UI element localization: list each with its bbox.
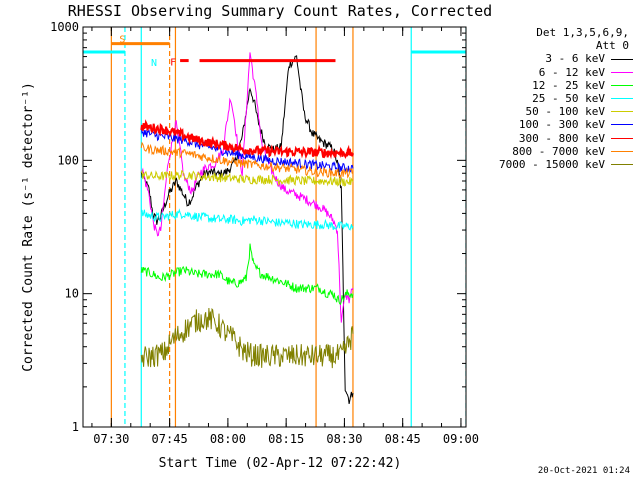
- interval-label: S: [119, 35, 125, 46]
- y-tick-label: 10: [65, 287, 79, 301]
- legend-swatch: [611, 111, 633, 113]
- legend-label: 6 - 12 keV: [538, 65, 605, 79]
- legend-swatch: [611, 84, 633, 86]
- legend-label: 3 - 6 keV: [545, 52, 605, 66]
- x-tick-label: 07:45: [152, 432, 188, 446]
- series-line-25-50-kev-kev: [140, 208, 354, 231]
- legend-label: 7000 - 15000 keV: [499, 157, 605, 171]
- x-tick-label: 08:15: [268, 432, 304, 446]
- x-tick-label: 08:45: [385, 432, 421, 446]
- series-line-50-100-kev-kev: [140, 169, 354, 187]
- legend-swatch: [611, 164, 633, 165]
- legend-label: 300 - 800 keV: [518, 131, 605, 145]
- legend-swatch: [611, 150, 633, 152]
- legend-entry: 50 - 100 keV: [481, 105, 633, 118]
- series-line-12-25-kev-kev: [140, 243, 354, 305]
- legend-entry: 7000 - 15000 keV: [481, 158, 633, 171]
- legend-swatch: [611, 137, 633, 139]
- legend-label: 100 - 300 keV: [518, 118, 605, 132]
- x-tick-label: 09:00: [443, 432, 479, 446]
- series-line-7000-15000-kev-kev: [140, 307, 354, 369]
- legend-label: 25 - 50 keV: [532, 91, 605, 105]
- y-tick-label: 1000: [50, 20, 79, 34]
- legend-label: 50 - 100 keV: [525, 105, 605, 119]
- series-line-6-12-kev-kev: [140, 52, 354, 323]
- legend-entry: 12 - 25 keV: [481, 79, 633, 92]
- interval-label: N: [151, 58, 157, 69]
- x-axis-label: Start Time (02-Apr-12 07:22:42): [159, 456, 402, 471]
- x-tick-label: 07:30: [93, 432, 129, 446]
- legend-entry: 3 - 6 keV: [481, 52, 633, 65]
- legend-swatch: [611, 71, 633, 73]
- legend-entry: 800 - 7000 keV: [481, 145, 633, 158]
- legend-entry: 300 - 800 keV: [481, 132, 633, 145]
- legend-entry: 6 - 12 keV: [481, 66, 633, 79]
- interval-label: F: [170, 58, 176, 69]
- legend-entry: 100 - 300 keV: [481, 118, 633, 131]
- chart-title: RHESSI Observing Summary Count Rates, Co…: [68, 2, 492, 20]
- x-tick-label: 08:00: [210, 432, 246, 446]
- plot-frame: [82, 26, 467, 428]
- series-line-300-800-kev-kev: [140, 119, 354, 160]
- legend-entry: 25 - 50 keV: [481, 92, 633, 105]
- series-line-800-7000-kev-kev: [140, 141, 353, 179]
- y-tick-label: 100: [57, 153, 79, 167]
- generation-timestamp: 20-Oct-2021 01:24: [537, 466, 630, 476]
- legend-label: 12 - 25 keV: [532, 78, 605, 92]
- legend: Det 1,3,5,6,9, Att 0 3 - 6 keV 6 - 12 keV 1…: [481, 26, 633, 171]
- series-line-100-300-kev-kev: [140, 127, 354, 173]
- legend-swatch: [611, 98, 633, 100]
- legend-swatch: [611, 58, 633, 60]
- y-tick-label: 1: [72, 420, 79, 434]
- legend-swatch: [611, 124, 633, 126]
- legend-label: 800 - 7000 keV: [512, 144, 605, 158]
- legend-header-line: Att 0: [595, 39, 629, 53]
- y-axis-label: Corrected Count Rate (s⁻¹ detector⁻¹): [21, 82, 36, 372]
- x-tick-label: 08:30: [326, 432, 362, 446]
- legend-header-line: Det 1,3,5,6,9,: [536, 26, 629, 39]
